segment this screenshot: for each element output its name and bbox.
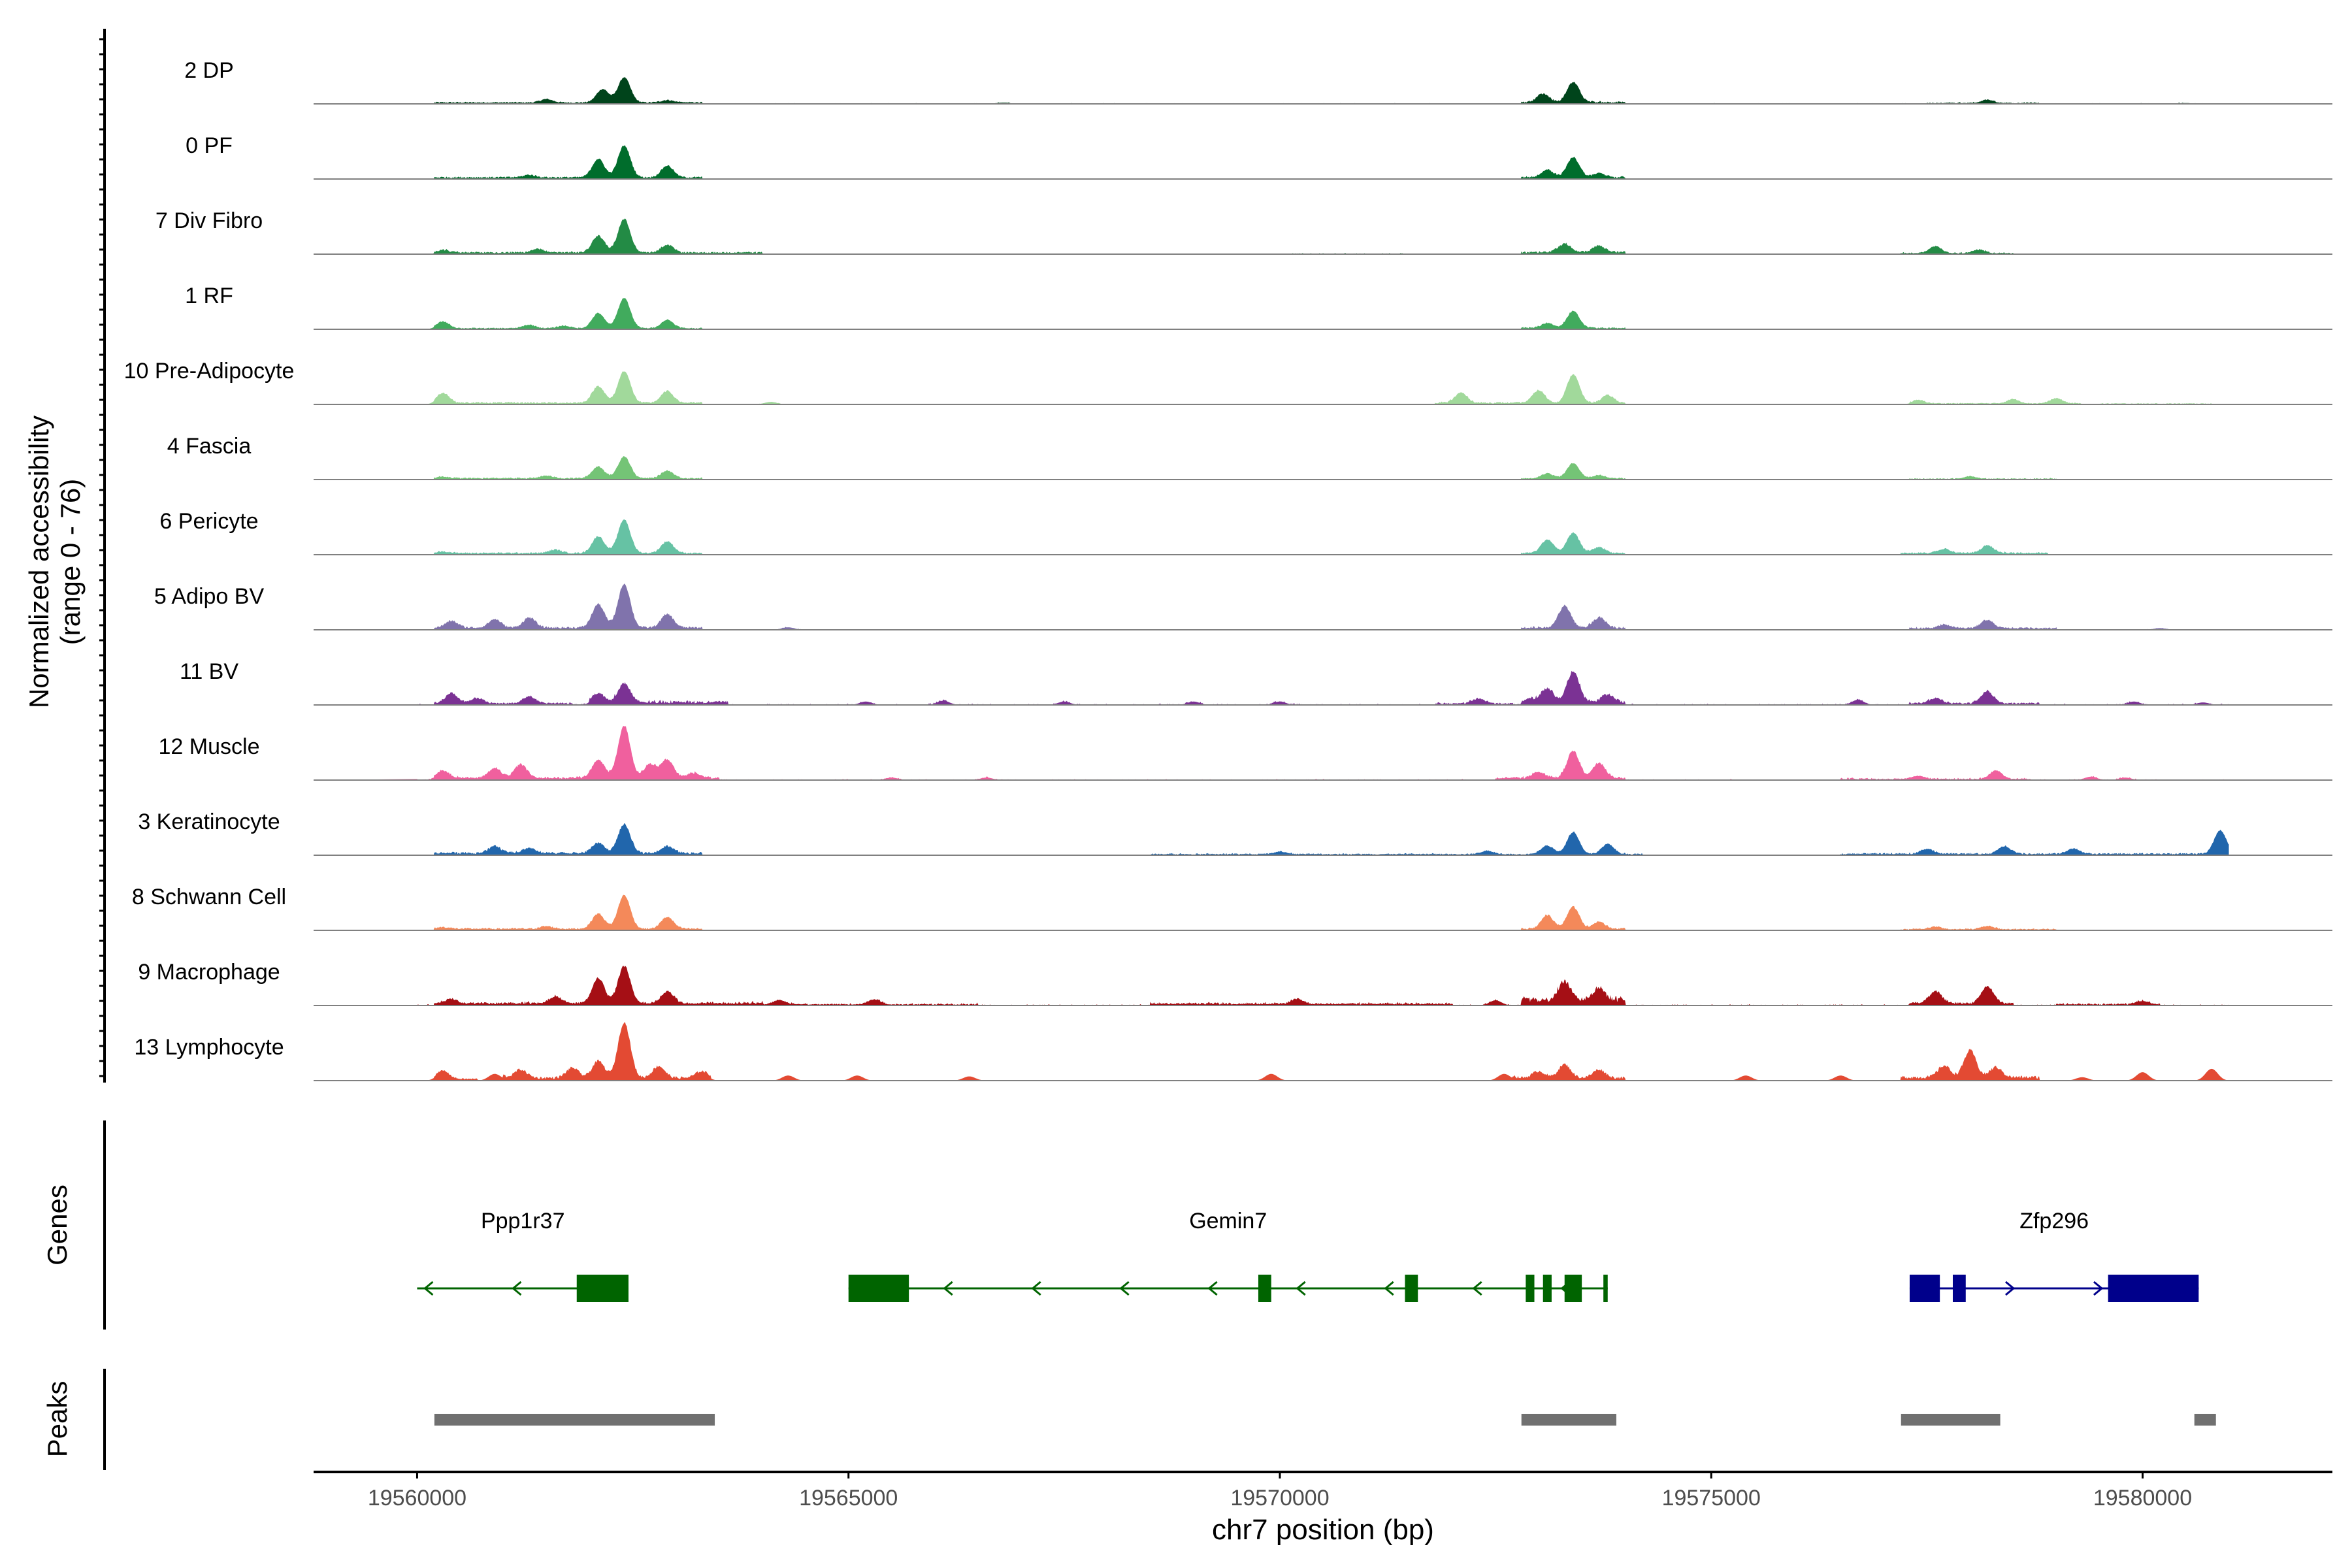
track-label: 5 Adipo BV [154,584,265,609]
coverage-panel: Normalized accessibility (range 0 - 76) … [24,29,2332,1083]
strand-arrow-icon [2093,1281,2104,1296]
track-label: 12 Muscle [159,734,260,759]
x-axis: 19560000 19565000 19570000 19575000 19580000… [314,1471,2332,1546]
track: 11 BV [180,659,2332,706]
peaks-panel-label: Peaks [42,1381,73,1458]
track-label: 6 Pericyte [159,509,258,534]
gene-exon [1603,1275,1608,1302]
x-axis-ticks: 19560000 19565000 19570000 19575000 19580000 [368,1472,2192,1511]
gene-model: Zfp296 [1909,1209,2199,1302]
track-label: 7 Div Fibro [155,208,263,233]
strand-arrow-icon [512,1281,522,1296]
gene-exon [576,1275,629,1302]
x-tick-label: 19580000 [2093,1486,2192,1511]
track: 3 Keratinocyte [138,809,2332,856]
track: 10 Pre-Adipocyte [124,359,2332,405]
track: 13 Lymphocyte [134,1022,2332,1081]
gene-models: Ppp1r37 Gemin7 Zfp296 [417,1209,2199,1302]
coverage-y-ticks [99,38,105,1077]
track-label: 1 RF [185,284,233,308]
track-label: 13 Lymphocyte [134,1035,284,1060]
gene-exon [1909,1275,1940,1302]
x-tick-label: 19570000 [1230,1486,1329,1511]
strand-arrow-icon [1296,1281,1306,1296]
track-label: 4 Fascia [167,434,252,459]
peaks-panel: Peaks [42,1369,2216,1470]
coverage-y-axis-range: (range 0 - 76) [55,479,86,645]
peak-region-bar [2194,1414,2216,1426]
track-label: 0 PF [186,133,233,158]
track-label: 9 Macrophage [138,960,280,985]
gene-exon [1526,1275,1535,1302]
track: 2 DP [184,58,2332,105]
track-label: 11 BV [180,659,238,684]
track: 0 PF [186,133,2332,180]
track: 7 Div Fibro [155,208,2332,255]
x-tick-label: 19575000 [1662,1486,1761,1511]
track-coverage-area [314,823,2229,855]
x-axis-title: chr7 position (bp) [1212,1514,1434,1546]
track-label: 2 DP [184,58,234,83]
gene-exon [1543,1275,1552,1302]
track: 4 Fascia [167,434,2332,480]
gene-exon [1405,1275,1418,1302]
track: 6 Pericyte [159,509,2332,555]
gene-label: Ppp1r37 [481,1209,565,1233]
track: 1 RF [185,284,2332,330]
strand-arrow-icon [1207,1281,1218,1296]
strand-arrow-icon [1119,1281,1130,1296]
genes-panel-label: Genes [42,1184,73,1266]
genes-panel: Genes Ppp1r37 Gemin7 Zfp296 [42,1120,2199,1330]
peak-region-bar [1521,1414,1616,1426]
track: 8 Schwann Cell [132,885,2332,931]
gene-label: Gemin7 [1189,1209,1267,1233]
gene-exon [1564,1275,1582,1302]
track: 5 Adipo BV [154,583,2332,630]
gene-label: Zfp296 [2019,1209,2089,1233]
track-list: 2 DP 0 PF 7 Div Fibro 1 RF 10 Pre-Adipocyte 4… [124,58,2332,1081]
gene-exon [1258,1275,1271,1302]
x-tick-label: 19560000 [368,1486,466,1511]
gene-exon [1952,1275,1966,1302]
gene-model: Ppp1r37 [417,1209,629,1302]
track-label: 3 Keratinocyte [138,809,280,834]
track: 12 Muscle [159,726,2332,781]
track: 9 Macrophage [138,960,2332,1006]
strand-arrow-icon [1472,1281,1482,1296]
gene-exon [848,1275,909,1302]
gene-model: Gemin7 [848,1209,1608,1302]
gene-exon [2108,1275,2199,1302]
strand-arrow-icon [1031,1281,1041,1296]
track-coverage-area [314,726,2229,780]
peak-region-bar [434,1414,715,1426]
track-label: 10 Pre-Adipocyte [124,359,295,384]
x-tick-label: 19565000 [799,1486,898,1511]
coverage-y-axis-label: Normalized accessibility [24,416,54,708]
strand-arrow-icon [2004,1281,2016,1296]
track-label: 8 Schwann Cell [132,885,286,909]
strand-arrow-icon [943,1281,953,1296]
strand-arrow-icon [423,1281,434,1296]
strand-arrow-icon [1384,1281,1394,1296]
peak-region-bar [1901,1414,2001,1426]
peak-regions [434,1414,2216,1426]
